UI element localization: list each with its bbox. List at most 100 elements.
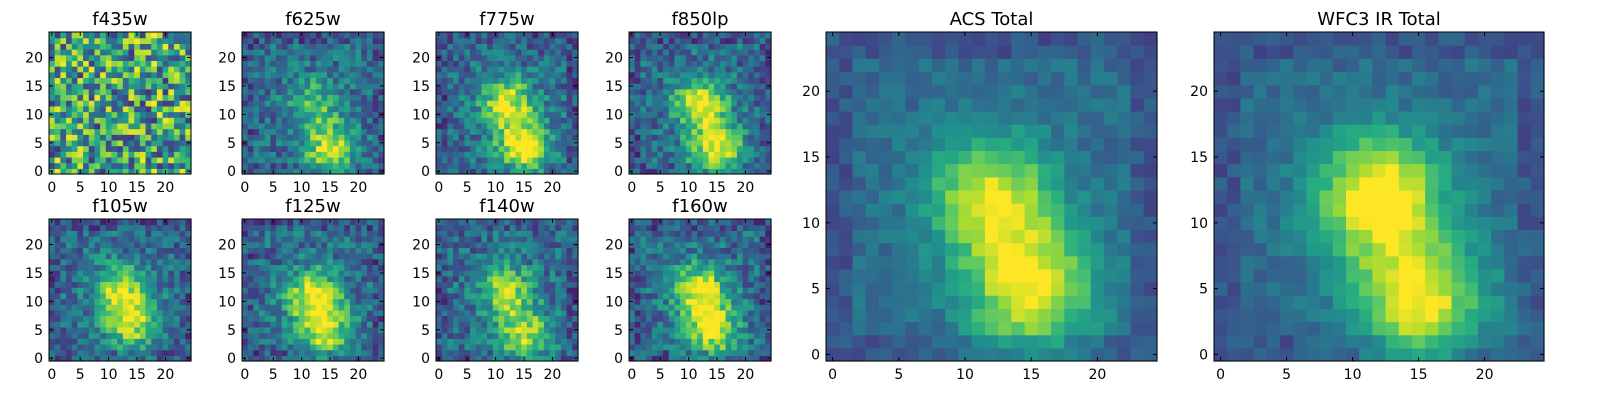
- heatmap-cell: [366, 77, 374, 84]
- heatmap-cell: [509, 105, 517, 113]
- heatmap-cell: [629, 94, 636, 101]
- heatmap-cell: [475, 145, 483, 152]
- heatmap-cell: [441, 241, 448, 248]
- heatmap-cell: [629, 151, 636, 158]
- heatmap-cell: [344, 94, 351, 101]
- heatmap-cell: [498, 258, 505, 266]
- heatmap-cell: [366, 60, 374, 67]
- heatmap-cell: [259, 105, 266, 113]
- heatmap-cell: [725, 83, 732, 90]
- heatmap-cell: [691, 309, 698, 317]
- heatmap-cell: [668, 145, 676, 152]
- heatmap-cell: [281, 275, 289, 283]
- heatmap-cell: [134, 258, 141, 266]
- heatmap-cell: [185, 122, 192, 130]
- heatmap-cell: [145, 54, 152, 61]
- heatmap-cell: [242, 321, 249, 328]
- heatmap-cell: [538, 60, 545, 67]
- heatmap-cell: [475, 355, 483, 362]
- heatmap-cell: [640, 71, 647, 79]
- panel-title: f105w: [92, 196, 147, 217]
- heatmap-cell: [436, 94, 443, 101]
- heatmap-cell: [156, 315, 164, 322]
- heatmap-cell: [572, 43, 579, 50]
- heatmap-cell: [111, 139, 118, 147]
- heatmap-cell: [697, 168, 704, 175]
- heatmap-cell: [566, 162, 573, 169]
- heatmap-cell: [748, 309, 755, 317]
- heatmap-cell: [253, 343, 260, 351]
- heatmap-cell: [509, 134, 517, 141]
- heatmap-cell: [651, 122, 658, 130]
- heatmap-cell: [657, 66, 664, 73]
- heatmap-cell: [105, 162, 113, 169]
- heatmap-cell: [492, 151, 500, 158]
- heatmap-cell: [349, 37, 357, 44]
- heatmap-cell: [122, 122, 130, 130]
- y-tick-label: 20: [218, 51, 236, 67]
- heatmap-cell: [543, 66, 551, 73]
- heatmap-cell: [355, 230, 362, 237]
- heatmap-cell: [566, 66, 573, 73]
- heatmap-cell: [247, 139, 254, 147]
- heatmap-cell: [646, 105, 653, 113]
- heatmap-cell: [122, 128, 130, 135]
- heatmap-cell: [139, 236, 147, 243]
- heatmap-cell: [151, 321, 158, 328]
- y-tick-label: 0: [34, 164, 43, 180]
- heatmap-cell: [151, 37, 158, 44]
- heatmap-cell: [731, 168, 738, 175]
- heatmap-cell: [458, 355, 465, 362]
- heatmap-cell: [88, 298, 96, 305]
- heatmap-cell: [719, 309, 727, 317]
- heatmap-cell: [321, 145, 328, 152]
- heatmap-cell: [349, 66, 357, 73]
- heatmap-cell: [731, 298, 738, 305]
- heatmap-cell: [441, 139, 448, 147]
- heatmap-cell: [54, 332, 61, 339]
- heatmap-cell: [293, 224, 300, 231]
- heatmap-cell: [88, 258, 96, 266]
- heatmap-cell: [731, 32, 738, 39]
- heatmap-cell: [315, 355, 323, 362]
- heatmap-cell: [697, 100, 704, 107]
- heatmap-cell: [555, 309, 562, 317]
- heatmap-cell: [355, 332, 362, 339]
- heatmap-cell: [549, 66, 556, 73]
- heatmap-cell: [515, 343, 522, 351]
- heatmap-cell: [49, 304, 56, 311]
- heatmap-cell: [162, 321, 169, 328]
- heatmap-cell: [185, 304, 192, 311]
- heatmap-cell: [327, 253, 334, 260]
- heatmap-cell: [538, 315, 545, 322]
- heatmap-cell: [487, 151, 494, 158]
- heatmap-cell: [66, 32, 73, 39]
- heatmap-cell: [242, 253, 249, 260]
- heatmap-cell: [349, 236, 357, 243]
- heatmap-cell: [748, 332, 755, 339]
- heatmap-cell: [526, 275, 534, 283]
- heatmap-cell: [765, 349, 772, 356]
- heatmap-cell: [128, 224, 135, 231]
- heatmap-cell: [714, 117, 721, 124]
- heatmap-cell: [173, 219, 181, 226]
- heatmap-cell: [515, 321, 522, 328]
- heatmap-cell: [453, 224, 460, 231]
- heatmap-cell: [532, 241, 539, 248]
- heatmap-cell: [66, 332, 73, 339]
- heatmap-cell: [327, 236, 334, 243]
- heatmap-cell: [691, 355, 698, 362]
- heatmap-cell: [492, 60, 500, 67]
- heatmap-cell: [640, 292, 647, 300]
- heatmap-cell: [54, 100, 61, 107]
- heatmap-cell: [117, 315, 124, 322]
- heatmap-cell: [555, 230, 562, 237]
- heatmap-cell: [691, 49, 698, 56]
- heatmap-cell: [327, 304, 334, 311]
- heatmap-cell: [691, 298, 698, 305]
- heatmap-cell: [492, 298, 500, 305]
- heatmap-cell: [71, 54, 78, 61]
- heatmap-cell: [668, 111, 676, 118]
- heatmap-cell: [447, 219, 454, 226]
- heatmap-cell: [515, 122, 522, 130]
